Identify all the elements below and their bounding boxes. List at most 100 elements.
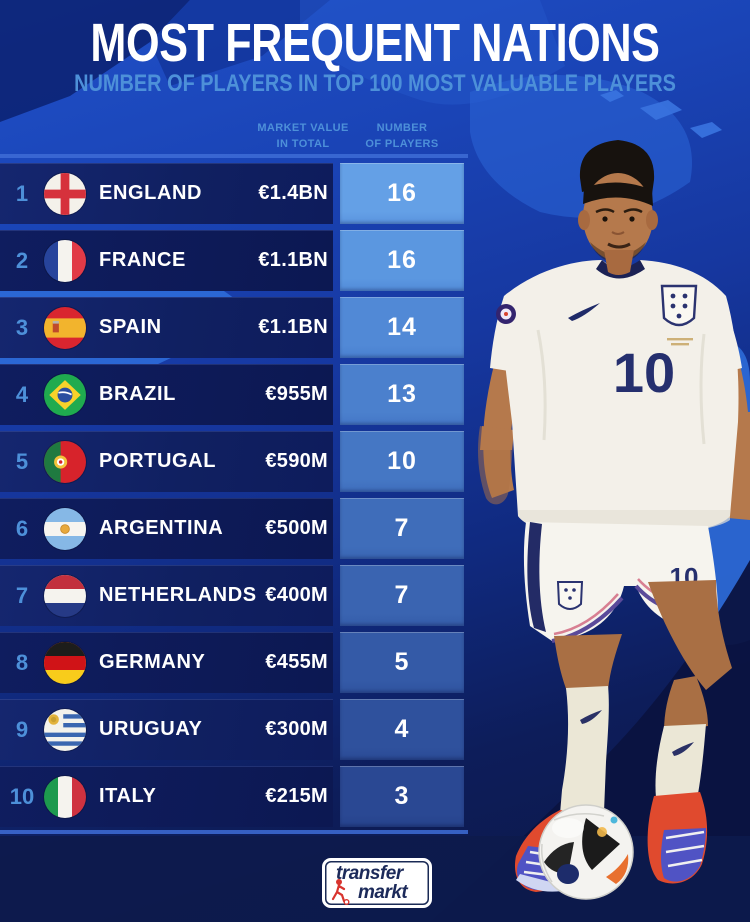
player-count: 14 <box>387 313 417 341</box>
nations-table: 1 ENGLAND €1.4BN 16 2 FRANCE €1.1BN 16 3… <box>0 163 464 827</box>
england-crest-icon <box>660 284 698 346</box>
jersey-number: 10 <box>613 341 675 404</box>
player-count-cell: 10 <box>340 431 464 492</box>
table-row: 5 PORTUGAL €590M 10 <box>0 431 464 492</box>
player-count-cell: 16 <box>340 163 464 224</box>
table-row: 4 BRAZIL €955M 13 <box>0 364 464 425</box>
table-row: 3 SPAIN €1.1BN 14 <box>0 297 464 358</box>
table-row: 8 GERMANY €455M 5 <box>0 632 464 693</box>
rank-number: 3 <box>15 314 29 340</box>
rank-number: 5 <box>15 448 29 474</box>
player-count-cell: 14 <box>340 297 464 358</box>
uruguay-flag-icon <box>44 708 86 751</box>
row-main: 2 FRANCE €1.1BN <box>0 230 333 291</box>
logo-text-transfer: transfer <box>336 863 403 884</box>
rank-number: 8 <box>15 649 29 675</box>
page-subtitle: NUMBER OF PLAYERS IN TOP 100 MOST VALUAB… <box>74 70 676 97</box>
row-main: 1 ENGLAND €1.4BN <box>0 163 333 224</box>
player-count: 16 <box>387 179 417 207</box>
rank-number: 1 <box>15 180 29 206</box>
table-row: 6 ARGENTINA €500M 7 <box>0 498 464 559</box>
player-count: 10 <box>387 447 417 475</box>
rank-number: 10 <box>9 783 35 809</box>
player-count: 3 <box>394 782 410 810</box>
country-name: SPAIN <box>99 316 162 338</box>
table-row: 1 ENGLAND €1.4BN 16 <box>0 163 464 224</box>
table-row: 9 URUGUAY €300M 4 <box>0 699 464 760</box>
kicker-figure-icon <box>331 879 350 905</box>
rank-number: 4 <box>15 381 29 407</box>
market-value: €215M <box>265 785 328 807</box>
germany-flag-icon <box>44 641 86 684</box>
country-name: GERMANY <box>99 651 206 673</box>
market-value: €300M <box>265 718 328 740</box>
player-illustration: 10 <box>478 140 750 900</box>
football-icon <box>538 804 634 900</box>
brazil-flag-icon <box>44 373 86 416</box>
player-jersey: 10 <box>490 260 742 535</box>
player-count: 5 <box>394 648 410 676</box>
country-name: ENGLAND <box>99 182 203 204</box>
italy-flag-icon <box>44 775 86 818</box>
row-main: 9 URUGUAY €300M <box>0 699 333 760</box>
nike-swoosh-icon <box>568 303 600 321</box>
netherlands-flag-icon <box>44 574 86 617</box>
player-count-cell: 7 <box>340 498 464 559</box>
row-main: 4 BRAZIL €955M <box>0 364 333 425</box>
transfermarkt-logo: transfer markt <box>322 858 432 908</box>
player-count-cell: 5 <box>340 632 464 693</box>
table-bottom-divider <box>0 830 468 834</box>
column-header-market-value-line1: MARKET VALUE <box>257 122 349 134</box>
table-row: 2 FRANCE €1.1BN 16 <box>0 230 464 291</box>
market-value: €1.1BN <box>258 316 328 338</box>
market-value: €455M <box>265 651 328 673</box>
rank-number: 7 <box>15 582 29 608</box>
country-name: BRAZIL <box>99 383 176 405</box>
market-value: €500M <box>265 517 328 539</box>
country-name: ITALY <box>99 785 157 807</box>
country-name: URUGUAY <box>99 718 203 740</box>
player-count: 7 <box>394 514 410 542</box>
argentina-flag-icon <box>44 507 86 550</box>
row-main: 6 ARGENTINA €500M <box>0 498 333 559</box>
player-count-cell: 7 <box>340 565 464 626</box>
player-count-cell: 4 <box>340 699 464 760</box>
player-count: 16 <box>387 246 417 274</box>
player-count-cell: 3 <box>340 766 464 827</box>
market-value: €1.4BN <box>258 182 328 204</box>
player-count: 7 <box>394 581 410 609</box>
player-count: 4 <box>394 715 410 743</box>
france-flag-icon <box>44 239 86 282</box>
column-header-market-value: MARKET VALUE IN TOTAL <box>240 121 366 153</box>
player-count-cell: 13 <box>340 364 464 425</box>
market-value: €1.1BN <box>258 249 328 271</box>
england-flag-icon <box>44 172 86 215</box>
row-main: 8 GERMANY €455M <box>0 632 333 693</box>
row-main: 10 ITALY €215M <box>0 766 333 827</box>
country-name: NETHERLANDS <box>99 584 257 606</box>
rank-number: 9 <box>15 716 29 742</box>
country-name: ARGENTINA <box>99 517 224 539</box>
spain-flag-icon <box>44 306 86 349</box>
column-header-players-line2: OF PLAYERS <box>365 137 439 150</box>
country-name: PORTUGAL <box>99 450 217 472</box>
euro-badge-icon <box>496 304 516 324</box>
right-boot <box>647 792 708 884</box>
rank-number: 2 <box>15 247 29 273</box>
portugal-flag-icon <box>44 440 86 483</box>
column-header-market-value-line2: IN TOTAL <box>276 137 330 150</box>
table-row: 7 NETHERLANDS €400M 7 <box>0 565 464 626</box>
market-value: €590M <box>265 450 328 472</box>
column-header-players-line1: NUMBER <box>376 122 428 134</box>
country-name: FRANCE <box>99 249 186 271</box>
shorts-crest-icon <box>556 581 584 610</box>
player-count: 13 <box>387 380 417 408</box>
row-main: 3 SPAIN €1.1BN <box>0 297 333 358</box>
player-count-cell: 16 <box>340 230 464 291</box>
market-value: €400M <box>265 584 328 606</box>
table-row: 10 ITALY €215M 3 <box>0 766 464 827</box>
row-main: 7 NETHERLANDS €400M <box>0 565 333 626</box>
player-head <box>578 140 658 275</box>
logo-text-markt: markt <box>358 882 408 903</box>
